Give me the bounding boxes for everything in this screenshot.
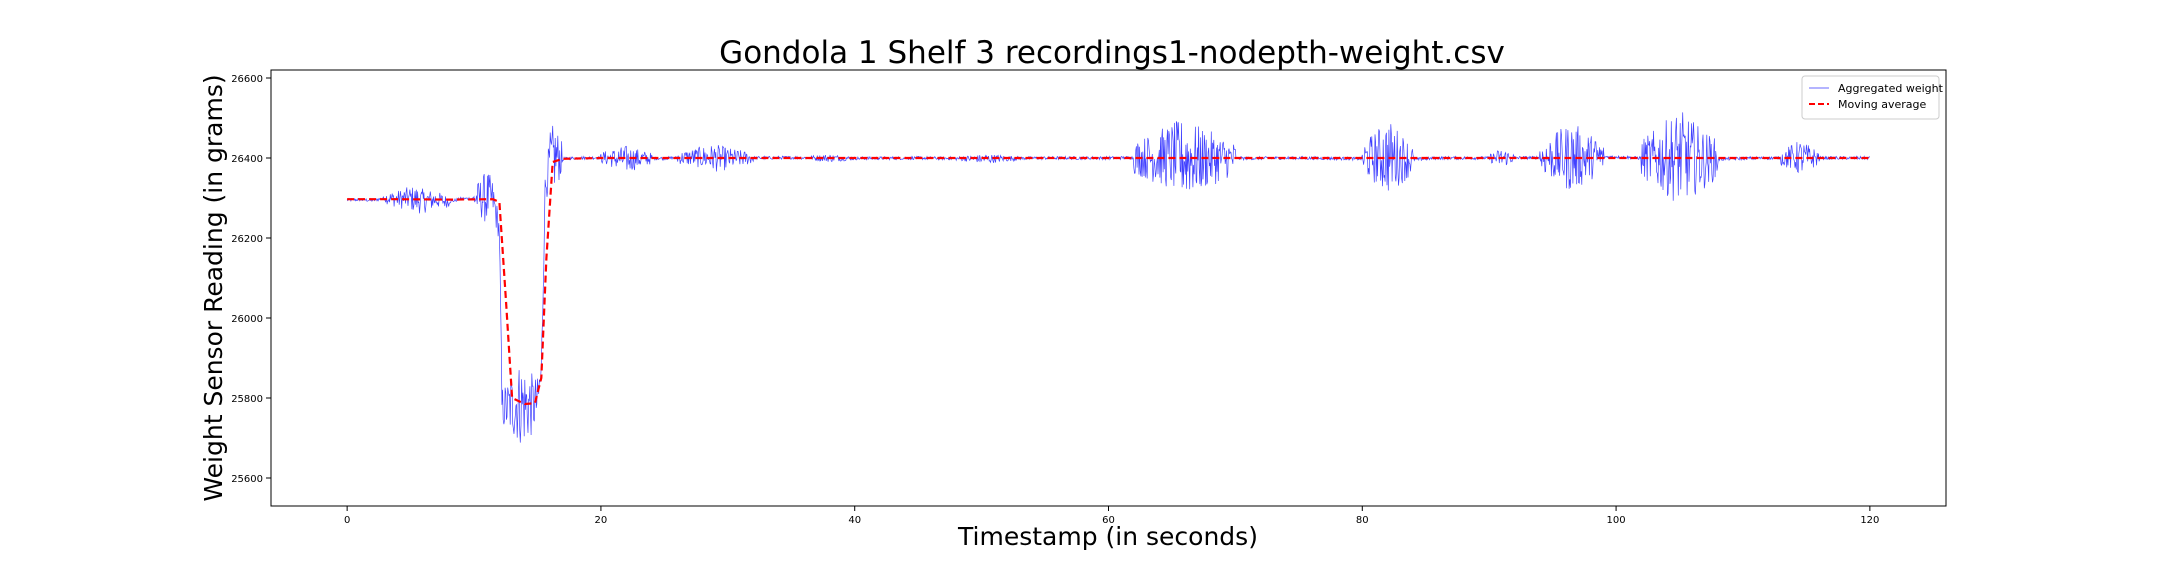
y-tick-label: 26000 [231,314,263,325]
x-axis: 0 20 40 60 80 100 120 [344,506,1879,526]
y-axis: 25600 25800 26000 26200 26400 26600 [231,74,271,485]
legend: Aggregated weight Moving average [1801,75,1944,120]
x-tick-label: 20 [595,515,608,526]
y-tick-label: 25600 [231,474,263,485]
legend-box [1801,75,1940,120]
plot-area [346,112,1870,443]
chart-title: Gondola 1 Shelf 3 recordings1-nodepth-we… [719,35,1505,71]
x-tick-label: 40 [848,515,861,526]
y-tick-label: 26400 [231,154,263,165]
y-tick-label: 26200 [231,234,263,245]
x-axis-label: Timestamp (in seconds) [957,522,1258,551]
legend-label-aggregated: Aggregated weight [1838,82,1944,95]
y-tick-label: 26600 [231,74,263,85]
y-axis-label: Weight Sensor Reading (in grams) [199,74,228,501]
x-tick-label: 120 [1860,515,1879,526]
legend-label-moving-average: Moving average [1838,98,1927,111]
series-moving-average [347,156,1870,406]
x-tick-label: 100 [1607,515,1626,526]
x-tick-label: 60 [1102,515,1115,526]
x-tick-label: 0 [344,515,350,526]
y-tick-label: 25800 [231,394,263,405]
x-tick-label: 80 [1356,515,1369,526]
